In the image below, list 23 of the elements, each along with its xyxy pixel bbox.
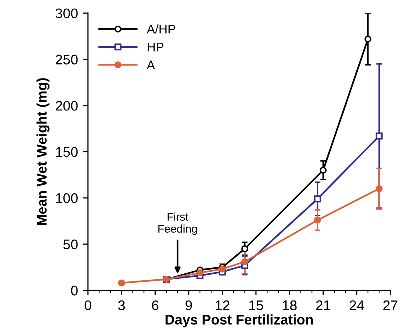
x-tick-label: 27 xyxy=(384,300,398,310)
y-tick-label: 150 xyxy=(56,147,78,158)
x-tick-label: 21 xyxy=(316,300,330,310)
y-tick-label: 50 xyxy=(64,240,78,250)
y-tick-label: 300 xyxy=(56,8,78,19)
x-tick-label: 6 xyxy=(152,300,159,311)
legend-label: HP xyxy=(148,42,164,52)
annotation: First Feeding xyxy=(158,212,198,236)
x-tick-label: 12 xyxy=(216,300,230,310)
y-tick-label: 250 xyxy=(56,54,78,65)
x-tick-label: 9 xyxy=(186,300,192,311)
x-tick-label: 15 xyxy=(250,300,264,311)
x-tick-label: 18 xyxy=(283,300,297,311)
x-tick-label: 0 xyxy=(84,300,92,311)
x-tick-label: 3 xyxy=(118,300,126,311)
legend-label: A xyxy=(146,60,156,70)
x-tick-label: 24 xyxy=(350,300,364,310)
y-tick-label: 0 xyxy=(71,286,78,296)
x-axis-title: Days Post Fertilization xyxy=(166,314,314,328)
y-tick-label: 200 xyxy=(56,101,78,111)
y-tick-label: 100 xyxy=(56,194,78,204)
y-axis-title: Mean Wet Weight (mg) xyxy=(36,78,50,226)
legend-label: A/HP xyxy=(146,24,176,34)
